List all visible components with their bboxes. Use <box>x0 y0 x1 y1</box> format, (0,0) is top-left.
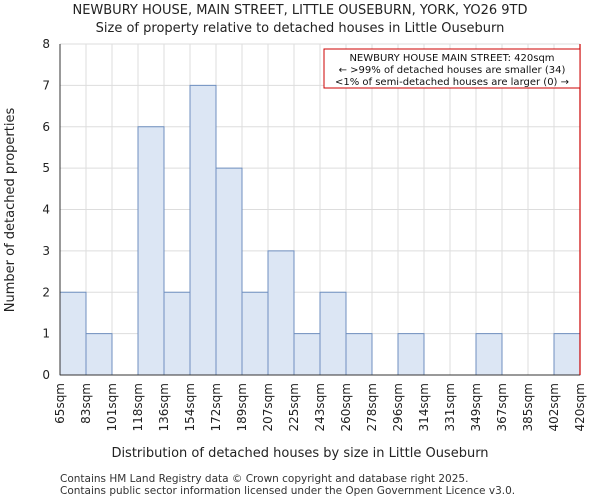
x-axis-ticks: 65sqm 83sqm 101sqm 118sqm 136sqm 154sqm 172sqm… <box>53 383 587 431</box>
x-tick-label: 385sqm <box>521 383 535 431</box>
annotation-line-1: NEWBURY HOUSE MAIN STREET: 420sqm <box>349 53 554 64</box>
bar <box>189 84 217 376</box>
x-tick-label: 154sqm <box>183 383 197 431</box>
x-tick-label: 65sqm <box>53 383 67 424</box>
x-tick-label: 172sqm <box>209 383 223 431</box>
bar <box>293 333 321 376</box>
bar <box>241 291 269 376</box>
bar <box>345 333 373 376</box>
y-tick-label: 3 <box>42 244 50 258</box>
x-tick-label: 331sqm <box>443 383 457 431</box>
x-tick-label: 260sqm <box>339 383 353 431</box>
footer-line-1: Contains HM Land Registry data © Crown c… <box>60 473 469 485</box>
bar <box>267 250 295 376</box>
x-tick-label: 207sqm <box>261 383 275 431</box>
x-tick-label: 83sqm <box>79 383 93 424</box>
x-tick-label: 278sqm <box>365 383 379 431</box>
x-tick-label: 296sqm <box>391 383 405 431</box>
annotation-box: NEWBURY HOUSE MAIN STREET: 420sqm ← >99%… <box>323 48 581 89</box>
y-axis-ticks: 0 1 2 3 4 5 6 7 8 <box>42 37 50 382</box>
y-tick-label: 2 <box>42 285 50 299</box>
x-axis-label: Distribution of detached houses by size … <box>111 446 488 461</box>
bar <box>397 333 425 376</box>
y-axis-label: Number of detached properties <box>3 108 18 313</box>
bar <box>319 291 347 376</box>
x-tick-label: 189sqm <box>235 383 249 431</box>
x-tick-label: 136sqm <box>157 383 171 431</box>
x-tick-label: 118sqm <box>131 383 145 431</box>
chart-subtitle: Size of property relative to detached ho… <box>96 21 505 36</box>
x-tick-label: 349sqm <box>469 383 483 431</box>
bar <box>85 333 113 376</box>
annotation-line-2: ← >99% of detached houses are smaller (3… <box>339 65 566 76</box>
y-tick-label: 6 <box>42 120 50 134</box>
x-tick-label: 101sqm <box>105 383 119 431</box>
bar <box>137 126 165 376</box>
x-tick-label: 420sqm <box>573 383 587 431</box>
bar <box>163 291 191 376</box>
bar <box>553 333 581 376</box>
y-tick-label: 0 <box>42 368 50 382</box>
y-tick-label: 1 <box>42 327 50 341</box>
histogram-chart: NEWBURY HOUSE, MAIN STREET, LITTLE OUSEB… <box>3 3 587 461</box>
annotation-frame <box>323 48 581 89</box>
bar <box>475 333 503 376</box>
annotation-line-3: <1% of semi-detached houses are larger (… <box>335 77 569 88</box>
y-tick-label: 8 <box>42 37 50 51</box>
x-tick-label: 367sqm <box>495 383 509 431</box>
y-tick-label: 7 <box>42 78 50 92</box>
x-tick-label: 225sqm <box>287 383 301 431</box>
y-tick-label: 4 <box>42 203 50 217</box>
bar <box>59 291 87 376</box>
x-tick-label: 402sqm <box>547 383 561 431</box>
bars <box>59 84 581 376</box>
chart-title: NEWBURY HOUSE, MAIN STREET, LITTLE OUSEB… <box>72 3 527 18</box>
x-tick-label: 314sqm <box>417 383 431 431</box>
x-tick-label: 243sqm <box>313 383 327 431</box>
footer-line-2: Contains public sector information licen… <box>60 485 516 497</box>
y-tick-label: 5 <box>42 161 50 175</box>
bar <box>215 167 243 376</box>
